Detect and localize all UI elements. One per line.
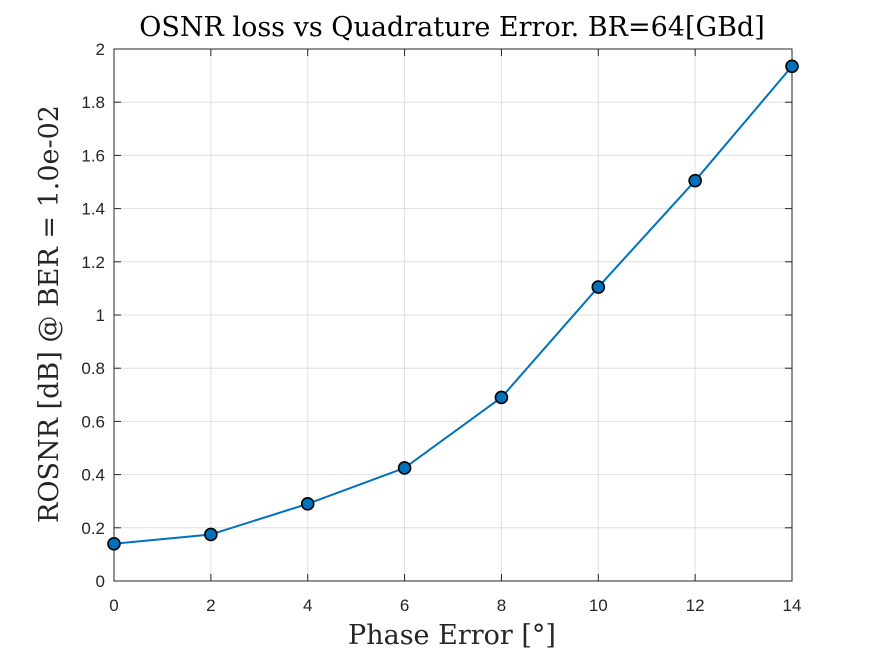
series-line [113,65,793,545]
data-point [785,59,799,74]
data-point [494,390,509,405]
data-point [397,461,412,475]
y-tick-label: 1.4 [81,200,105,219]
x-tick-label: 8 [497,596,506,615]
y-tick-label: 1.2 [81,253,105,272]
y-axis-label: ROSNR [dB] @ BER = 1.0e-02 [34,105,65,523]
y-tick-label: 0.8 [81,359,105,378]
data-point [688,173,702,188]
x-tick-label: 6 [400,596,409,615]
chart-title: OSNR loss vs Quadrature Error. BR=64[GBd… [139,12,764,43]
x-tick-label: 10 [589,596,608,615]
x-axis-label: Phase Error [°] [348,620,556,651]
data-point [591,280,606,294]
x-tick-label: 12 [686,596,705,615]
y-tick-label: 0.4 [81,466,105,485]
data-point [204,527,218,542]
x-tick-label: 0 [109,596,118,615]
y-tick-label: 0 [96,572,105,591]
y-tick-label: 2 [96,40,105,59]
data-point [107,536,121,551]
data-point [300,497,315,511]
plot-area: 0 2 4 6 8 10 12 14 0 0.2 0.4 0.6 0.8 1 1.2 1.4 1.6 1.8 2 [81,40,801,615]
x-tick-label: 14 [783,596,802,615]
series-layer [107,59,799,551]
y-tick-label: 1.6 [81,146,105,165]
ticks: 0 2 4 6 8 10 12 14 0 0.2 0.4 0.6 0.8 1 1.2 1.4 1.6 1.8 2 [81,40,801,615]
y-tick-label: 0.2 [81,519,105,538]
y-tick-label: 1.8 [81,93,105,112]
x-tick-label: 4 [303,596,312,615]
x-tick-label: 2 [206,596,215,615]
y-tick-label: 1 [96,306,105,325]
y-tick-label: 0.6 [81,412,105,431]
